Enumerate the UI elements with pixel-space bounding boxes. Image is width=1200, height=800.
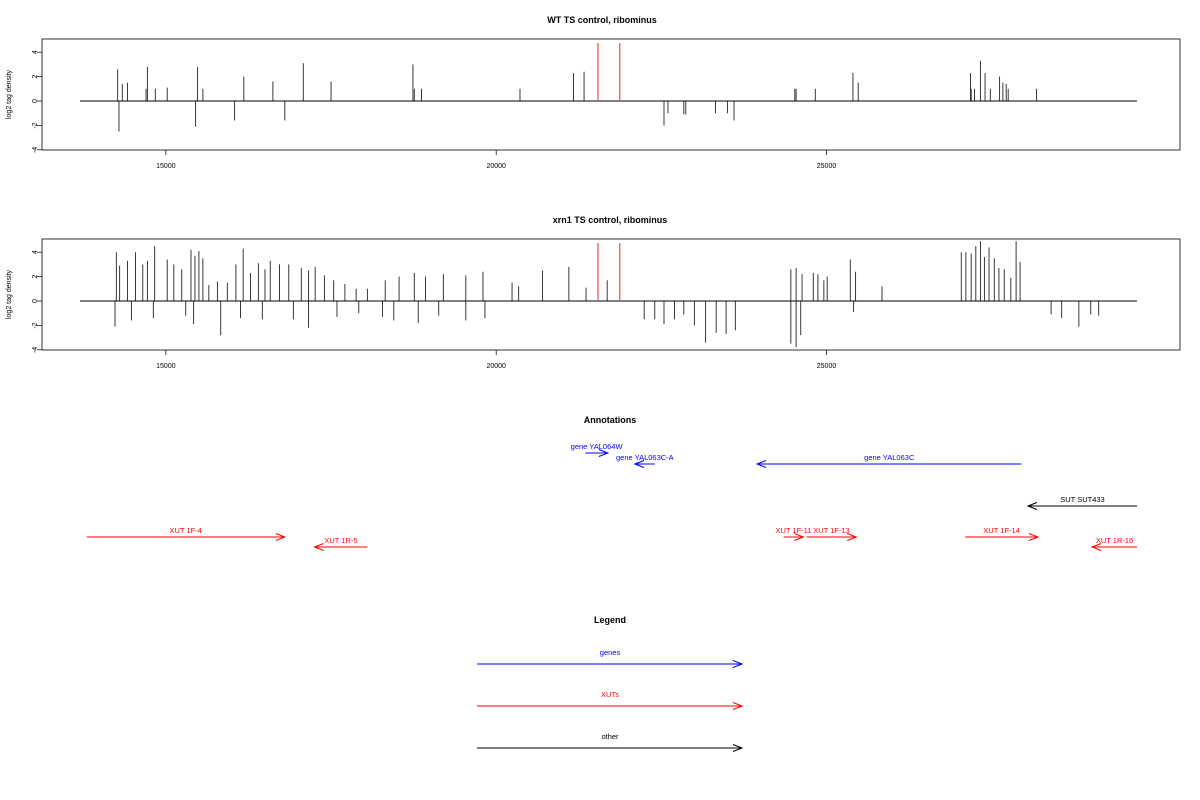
y-tick-label: -2 [32, 122, 39, 128]
legend-arrowhead [732, 744, 744, 752]
legend-label: XUTs [601, 690, 619, 699]
wt-density-track: WT TS control, ribominus -4 -2 0 2 4 log2 tag… [6, 15, 1181, 170]
legend-arrowhead [732, 660, 744, 668]
y-tick-label: 0 [32, 99, 39, 103]
y-tick-label: -4 [32, 347, 39, 353]
legend-label: other [601, 732, 619, 741]
feature-arrowhead [598, 449, 610, 457]
wt-plot-frame [41, 38, 1181, 151]
feature-arrowhead [313, 543, 324, 551]
feature-label: XUT 1F-14 [983, 526, 1020, 535]
feature-label: SUT SUT433 [1060, 495, 1104, 504]
y-axis-label: log2 tag density [6, 69, 13, 119]
y-tick-label: 2 [32, 275, 39, 279]
feature-label: gene YAL064W [571, 442, 624, 451]
y-tick-label: 2 [32, 75, 39, 79]
feature-arrowhead [1090, 543, 1102, 551]
xrn1-density-track: xrn1 TS control, ribominus -4 -2 0 2 4 log2 t… [6, 215, 1181, 370]
x-tick-label: 25000 [817, 163, 837, 170]
x-tick-label: 15000 [156, 363, 176, 370]
feature-label: XUT 1R-5 [324, 536, 357, 545]
y-tick-label: -2 [32, 322, 39, 328]
feature-label: XUT 1F-4 [170, 526, 202, 535]
feature-label: gene YAL063C [864, 453, 915, 462]
feature-arrowhead [633, 460, 645, 468]
x-tick-label: 25000 [817, 363, 837, 370]
feature-arrowhead [847, 533, 858, 541]
feature-arrowhead [794, 533, 805, 541]
feature-arrowhead [275, 533, 287, 541]
feature-label: XUT 1R-16 [1096, 536, 1133, 545]
legend-arrowhead [732, 702, 744, 710]
feature-label: XUT 1F-13 [813, 526, 850, 535]
feature-arrowhead [755, 460, 767, 468]
x-tick-label: 15000 [156, 163, 176, 170]
x-tick-label: 20000 [486, 163, 506, 170]
feature-arrowhead [1028, 533, 1040, 541]
annotations-title: Annotations [584, 415, 637, 425]
feature-arrowhead [1026, 502, 1038, 510]
xrn1-track-title: xrn1 TS control, ribominus [553, 215, 668, 225]
feature-label: XUT 1F-11 [775, 526, 811, 535]
legend-label: genes [600, 648, 621, 657]
wt-track-title: WT TS control, ribominus [547, 15, 657, 25]
y-tick-label: -4 [32, 147, 39, 153]
feature-label: gene YAL063C-A [616, 453, 674, 462]
xrn1-plot-frame [41, 238, 1181, 351]
y-tick-label: 0 [32, 299, 39, 303]
x-tick-label: 20000 [486, 363, 506, 370]
legend-panel: Legend genes XUTs other [477, 615, 744, 752]
y-axis-label: log2 tag density [6, 269, 13, 319]
legend-title: Legend [594, 615, 626, 625]
y-tick-label: 4 [32, 250, 39, 254]
annotations-panel: Annotations gene YAL064W gene YAL063C-A ge… [86, 415, 1137, 551]
y-tick-label: 4 [32, 50, 39, 54]
